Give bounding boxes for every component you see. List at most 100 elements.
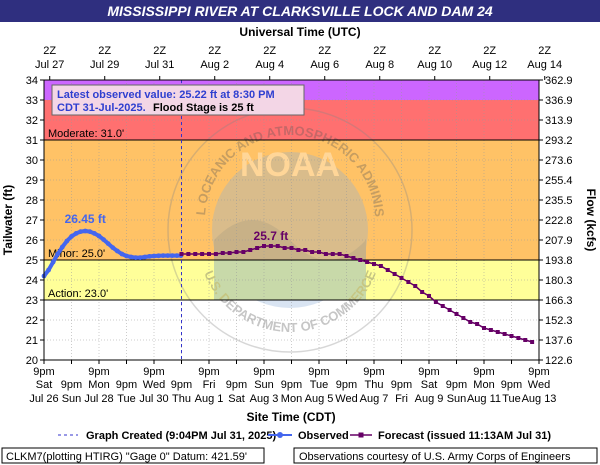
right-tick-label: 313.9 [545, 115, 573, 127]
bottom-tick-day: Sat [228, 393, 245, 405]
footer: CLKM7(plotting HTIRG) "Gage 0" Datum: 42… [1, 447, 598, 464]
bottom-tick-date: Aug 13 [522, 393, 557, 405]
observed-point [110, 245, 116, 251]
forecast-point [502, 332, 507, 336]
forecast-point [482, 326, 486, 330]
bottom-tick-date: Aug 11 [467, 393, 501, 405]
forecast-point [275, 244, 280, 248]
left-tick-label: 23 [26, 295, 38, 307]
bottom-tick-time: 9pm [171, 379, 192, 391]
forecast-point [227, 251, 232, 255]
bottom-tick-day: Fri [203, 379, 216, 391]
right-tick-label: 166.3 [545, 295, 573, 307]
observed-point [101, 237, 106, 243]
forecast-point [337, 252, 342, 256]
top-tick-time: 2Z [373, 45, 386, 57]
forecast-point [365, 260, 370, 264]
bottom-tick-time: 9pm [391, 379, 412, 391]
bottom-tick-time: 9pm [473, 366, 494, 378]
top-tick-date: Jul 31 [145, 59, 174, 71]
forecast-point [193, 252, 198, 256]
forecast-point [241, 250, 246, 254]
bottom-tick-time: 9pm [33, 366, 54, 378]
right-tick-label: 362.9 [545, 75, 573, 87]
bottom-tick-time: 9pm [308, 366, 329, 378]
forecast-series [179, 244, 535, 344]
observed-point [174, 253, 180, 258]
bottom-tick-date: Aug 5 [305, 393, 334, 405]
forecast-point [330, 252, 335, 256]
legend-observed-marker [277, 432, 283, 438]
right-tick-label: 255.4 [545, 175, 573, 187]
bottom-tick-day: Thu [172, 393, 191, 405]
flood-category-lines: Moderate: 31.0' Minor: 25.0' Action: 23.0' [44, 128, 539, 301]
latest-line-2a: CDT 31-Jul-2025. [57, 102, 146, 114]
observed-peak-label: 26.45 ft [65, 212, 106, 226]
forecast-point [255, 246, 260, 250]
right-tick-label: 293.2 [545, 135, 573, 147]
bottom-tick-time: 9pm [528, 366, 549, 378]
left-tick-label: 28 [26, 195, 38, 207]
bottom-tick-day: Tue [117, 393, 136, 405]
forecast-point [220, 251, 225, 255]
forecast-point [399, 276, 404, 280]
forecast-point [179, 252, 184, 256]
forecast-peak-label: 25.7 ft [254, 229, 289, 243]
left-axis-title: Tailwater (ft) [1, 185, 15, 255]
left-tick-label: 33 [26, 95, 38, 107]
forecast-point [372, 262, 376, 266]
bottom-tick-date: Aug 9 [415, 393, 444, 405]
forecast-point [323, 252, 328, 256]
observed-point [69, 234, 74, 239]
left-axis-ticks: 20 21 22 23 24 25 26 27 28 29 30 31 32 33 34 [26, 75, 44, 367]
observed-point [119, 251, 125, 257]
bottom-tick-time: 9pm [363, 366, 384, 378]
bottom-tick-time: 9pm [116, 379, 137, 391]
right-tick-label: 180.3 [545, 275, 573, 287]
forecast-point [530, 340, 535, 344]
forecast-point [488, 328, 493, 332]
bottom-axis-title: Site Time (CDT) [246, 410, 335, 424]
bottom-tick-day: Mon [281, 393, 302, 405]
forecast-point [468, 320, 473, 324]
left-tick-label: 31 [26, 135, 38, 147]
observed-point [165, 253, 171, 258]
bottom-tick-date: Jul 26 [29, 393, 58, 405]
right-tick-label: 273.6 [545, 155, 573, 167]
footer-credit-text: Observations courtesy of U.S. Army Corps… [299, 451, 571, 463]
legend-forecast-marker [358, 432, 364, 438]
right-tick-label: 193.8 [545, 255, 573, 267]
top-tick-time: 2Z [538, 45, 551, 57]
left-tick-label: 27 [26, 215, 38, 227]
observed-point [142, 254, 148, 260]
legend-forecast-label: Forecast (issued 11:13AM Jul 31) [378, 430, 551, 442]
bottom-tick-day: Tue [310, 379, 329, 391]
right-tick-label: 336.9 [545, 95, 573, 107]
forecast-point [186, 252, 191, 256]
bottom-tick-time: 9pm [143, 366, 164, 378]
forecast-point [213, 252, 218, 256]
forecast-point [516, 336, 521, 340]
left-tick-label: 21 [26, 335, 38, 347]
top-tick-date: Aug 2 [200, 59, 229, 71]
bottom-tick-day: Tue [502, 393, 521, 405]
right-tick-label: 152.3 [545, 315, 573, 327]
right-tick-label: 235.5 [545, 195, 573, 207]
forecast-point [296, 248, 301, 252]
observed-point [92, 231, 97, 236]
forecast-point [351, 256, 356, 260]
top-tick-date: Aug 8 [365, 59, 394, 71]
left-tick-label: 30 [26, 155, 38, 167]
bottom-tick-day: Thu [365, 379, 384, 391]
forecast-point [406, 280, 411, 284]
observed-series [41, 228, 184, 279]
forecast-point [310, 250, 315, 254]
right-tick-label: 122.6 [545, 355, 573, 367]
left-tick-label: 29 [26, 175, 38, 187]
bottom-tick-date: Aug 7 [360, 393, 389, 405]
forecast-point [392, 272, 397, 276]
observed-point [105, 241, 111, 247]
left-tick-label: 25 [26, 255, 38, 267]
forecast-point [440, 304, 445, 308]
bottom-tick-time: 9pm [446, 379, 467, 391]
